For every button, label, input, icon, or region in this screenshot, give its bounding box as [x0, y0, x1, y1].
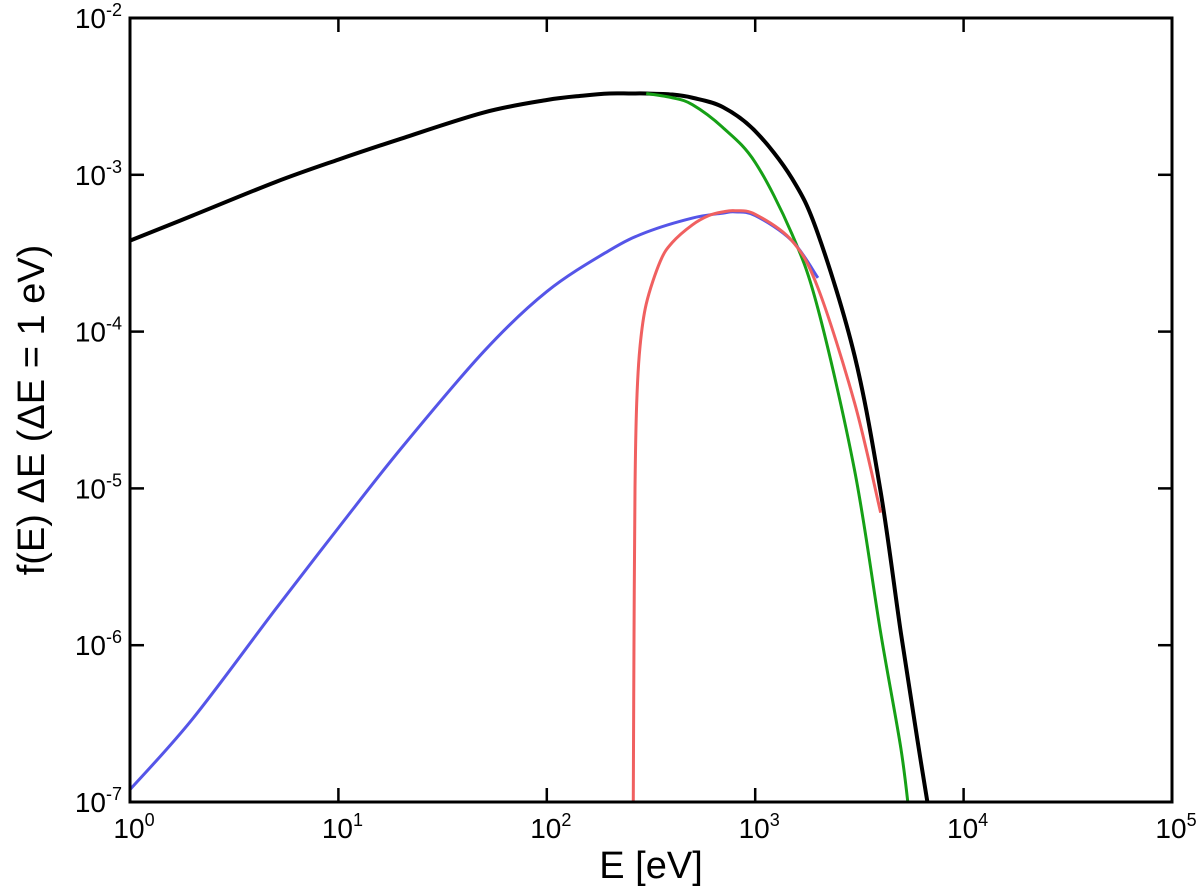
series-line-0 — [130, 91, 930, 802]
series-line-2 — [130, 210, 820, 791]
y-axis-title: f(E) ΔE (ΔE = 1 eV) — [11, 245, 53, 576]
x-axis-title: E [eV] — [599, 845, 703, 887]
x-tick-label: 100 — [113, 810, 154, 844]
tick-layer — [128, 16, 1174, 804]
series-layer — [130, 91, 930, 802]
series-line-1 — [645, 92, 910, 802]
y-tick-label: 10-6 — [75, 627, 122, 661]
series-line-3 — [631, 209, 883, 802]
tick-label-layer: 100 101 102 103 104 105 10-7 10-6 10-5 10-4 10-3 10… — [75, 0, 1197, 844]
x-tick-label: 102 — [530, 810, 571, 844]
x-tick-label: 103 — [739, 810, 780, 844]
x-tick-label: 104 — [947, 810, 988, 844]
y-tick-label: 10-2 — [75, 0, 122, 34]
y-tick-label: 10-5 — [75, 470, 122, 504]
x-tick-label: 101 — [322, 810, 363, 844]
plot-frame — [128, 16, 1174, 804]
x-tick-label: 105 — [1155, 810, 1196, 844]
y-tick-label: 10-4 — [75, 314, 122, 348]
y-tick-label: 10-3 — [75, 157, 122, 191]
y-tick-label: 10-7 — [75, 784, 122, 818]
